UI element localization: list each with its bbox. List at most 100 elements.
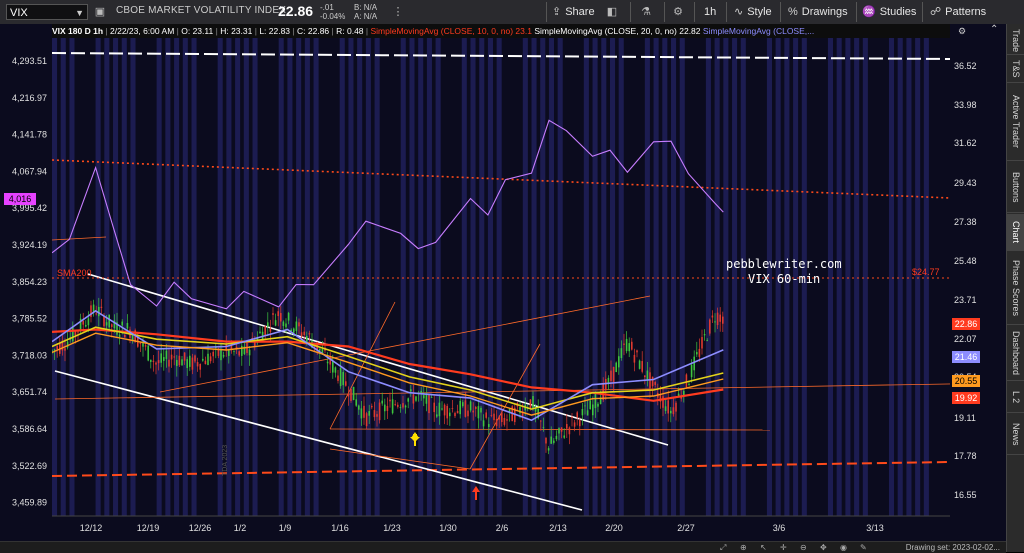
- candle-body: [72, 326, 74, 342]
- sma-red-line[interactable]: [51, 328, 724, 402]
- orange-level-line[interactable]: [54, 382, 1006, 400]
- pan-icon[interactable]: ✥: [820, 543, 827, 552]
- expand-icon[interactable]: ⤢: [720, 543, 727, 552]
- left-axis-tick: 3,718.03: [12, 350, 47, 360]
- chart-area[interactable]: 4,293.51 4,216.97 4,141.78 4,067.94 3,995.42…: [0, 24, 1006, 541]
- side-tab-t-s[interactable]: T&S: [1007, 56, 1024, 83]
- candle-body: [264, 326, 266, 337]
- orange-level-line[interactable]: [329, 428, 771, 431]
- candle-body: [222, 355, 225, 357]
- left-axis-tick: 3,586.64: [12, 424, 47, 434]
- site-label[interactable]: pebblewriter.com: [726, 257, 842, 271]
- magnet-icon[interactable]: ⊕: [740, 543, 747, 552]
- session-column: [548, 38, 555, 516]
- timeframe-button[interactable]: 1h: [704, 3, 716, 21]
- candle-body: [436, 414, 438, 417]
- patterns-button[interactable]: ☍ Patterns: [930, 3, 986, 21]
- spx-overlay-line[interactable]: [51, 119, 724, 310]
- candle-body: [605, 378, 607, 391]
- sma-yellow-line[interactable]: [51, 326, 724, 410]
- candle-body: [178, 355, 181, 366]
- orange-short-line[interactable]: [51, 236, 107, 241]
- channel-upper-line[interactable]: [87, 273, 669, 446]
- right-axis-tick: 33.98: [954, 100, 977, 110]
- candle-body: [329, 356, 331, 365]
- right-price-label-box: [952, 318, 980, 330]
- style-button[interactable]: ∿ Style: [734, 3, 772, 21]
- candle-body: [368, 411, 370, 416]
- candle-body: [321, 349, 324, 355]
- candle-body: [345, 381, 347, 386]
- session-column: [671, 38, 677, 516]
- sma-more-label[interactable]: SimpleMovingAvg (CLOSE,...: [702, 26, 815, 36]
- link-icon[interactable]: ▣: [94, 6, 106, 18]
- candle-body: [64, 348, 66, 351]
- lock-icon[interactable]: ◉: [840, 543, 847, 552]
- side-tab-chart[interactable]: Chart: [1007, 214, 1024, 251]
- toolbar-divider: [546, 2, 547, 22]
- sma-orange-line[interactable]: [51, 332, 724, 416]
- channel-lower-line[interactable]: [54, 370, 583, 511]
- session-column: [243, 38, 249, 516]
- side-tab-phase-scores[interactable]: Phase Scores: [1007, 252, 1024, 325]
- candle-body: [373, 410, 376, 418]
- bar-datetime: 2/22/23, 6:00 AM: [110, 26, 175, 36]
- session-column: [609, 38, 616, 516]
- candle-body: [467, 410, 469, 417]
- session-column: [165, 38, 171, 516]
- session-column: [121, 38, 127, 516]
- candle-body: [443, 404, 446, 416]
- studies-button[interactable]: ♒ Studies: [862, 3, 916, 21]
- sma20-label[interactable]: SimpleMovingAvg (CLOSE, 20, 0, no): [534, 26, 677, 36]
- pencil-icon[interactable]: ✎: [860, 543, 867, 552]
- candle-body: [475, 406, 477, 409]
- candle-body: [555, 435, 558, 440]
- orange-connector-line[interactable]: [329, 448, 471, 470]
- collapse-chevron-icon[interactable]: ⌃: [990, 24, 999, 35]
- candle-body: [77, 331, 79, 333]
- orange-fan-line[interactable]: [329, 301, 396, 430]
- candle-body: [274, 320, 277, 326]
- right-axis-tick: 29.43: [954, 178, 977, 188]
- chart-label[interactable]: VIX 60-min: [748, 272, 821, 286]
- last-price: 22.86: [278, 3, 314, 19]
- flask-icon[interactable]: ⚗: [641, 6, 651, 18]
- session-column: [618, 38, 624, 516]
- side-tab-dashboard[interactable]: Dashboard: [1007, 326, 1024, 381]
- cursor-icon[interactable]: ↖: [760, 543, 767, 552]
- orange-fan-line[interactable]: [159, 295, 651, 393]
- zoom-icon[interactable]: ⊖: [800, 543, 807, 552]
- crosshair-icon[interactable]: ✛: [780, 543, 787, 552]
- bar-close: C: 22.86: [297, 26, 330, 36]
- side-tab-l-2[interactable]: L 2: [1007, 382, 1024, 413]
- side-tab-active-trader[interactable]: Active Trader: [1007, 84, 1024, 161]
- candle-body: [521, 411, 524, 416]
- candle-body: [534, 406, 537, 412]
- side-tab-buttons[interactable]: Buttons: [1007, 162, 1024, 213]
- side-tab-trade[interactable]: Trade: [1007, 28, 1024, 55]
- drawing-set-label[interactable]: Drawing set: 2023-02-02...: [905, 543, 1000, 552]
- price-chart[interactable]: 4,293.51 4,216.97 4,141.78 4,067.94 3,995.42…: [0, 24, 1006, 541]
- candle-body: [212, 351, 214, 357]
- x-axis-tick: 1/2: [234, 523, 247, 533]
- resistance-dashed-line[interactable]: [51, 52, 951, 60]
- side-tab-news[interactable]: News: [1007, 414, 1024, 455]
- screenshot-icon[interactable]: ◧: [606, 6, 618, 18]
- candle-body: [371, 405, 373, 408]
- candle-body: [358, 405, 360, 410]
- candle-body: [155, 362, 157, 365]
- sma10-label[interactable]: SimpleMovingAvg (CLOSE, 10, 0, no): [370, 26, 514, 36]
- share-button[interactable]: ⇪ Share: [552, 3, 595, 21]
- gear-icon[interactable]: ⚙: [673, 6, 683, 18]
- chart-header[interactable]: VIX 180 D 1h: [52, 26, 104, 36]
- x-axis-tick: 1/9: [279, 523, 292, 533]
- options-icon[interactable]: ⋮: [392, 6, 404, 18]
- candle-body: [410, 389, 412, 392]
- candle-body: [95, 313, 97, 315]
- symbol-selector[interactable]: VIX ▼: [6, 4, 88, 20]
- session-column: [601, 38, 607, 516]
- candle-body: [176, 360, 178, 366]
- drawings-button[interactable]: % Drawings: [788, 3, 848, 21]
- candle-body: [680, 396, 682, 399]
- settings-gear-icon[interactable]: ⚙: [958, 26, 967, 36]
